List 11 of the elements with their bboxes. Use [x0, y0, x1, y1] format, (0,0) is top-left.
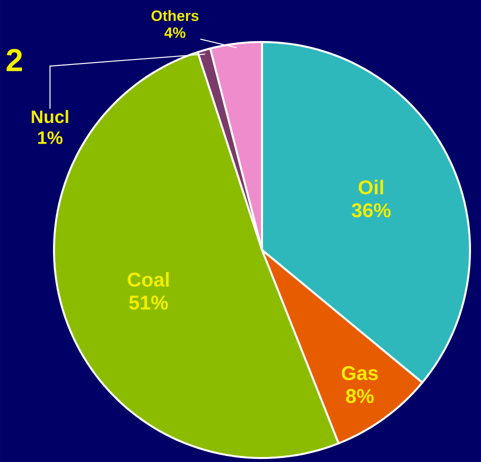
- slice-label: Gas: [342, 366, 378, 380]
- data-label: 36%: [352, 203, 391, 218]
- slice-label: Oil: [358, 180, 384, 194]
- slice-label: Nucl: [32, 110, 68, 124]
- data-label: 4%: [164, 27, 186, 38]
- data-label: 51%: [129, 296, 168, 310]
- slice-label: Coal: [128, 272, 169, 287]
- slice-label: Others: [152, 10, 198, 22]
- data-label: 8%: [346, 388, 374, 404]
- text: 2: [6, 48, 22, 72]
- data-label: 1%: [38, 131, 62, 144]
